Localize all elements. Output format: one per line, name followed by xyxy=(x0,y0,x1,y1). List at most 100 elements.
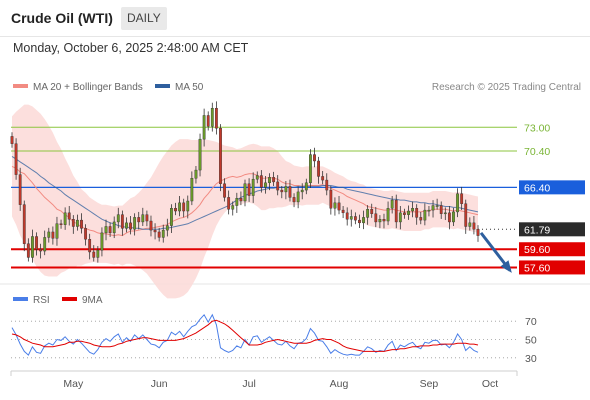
candle-body xyxy=(460,193,464,204)
candle-body xyxy=(345,212,349,220)
x-axis: May Jun Jul Aug Sep Oct xyxy=(63,378,498,390)
candle-body xyxy=(386,208,390,222)
candle xyxy=(476,225,480,242)
ma9-legend-swatch xyxy=(62,297,77,301)
candle-body xyxy=(210,107,214,127)
candle-body xyxy=(337,202,341,211)
candle xyxy=(120,210,124,236)
candle xyxy=(39,243,43,259)
candle-body xyxy=(108,226,112,234)
candle-body xyxy=(313,154,316,162)
candle-body xyxy=(353,216,357,221)
candle xyxy=(22,200,26,252)
candle xyxy=(190,171,194,206)
candle-body xyxy=(63,212,67,225)
candle xyxy=(423,203,427,226)
candle xyxy=(407,205,410,220)
x-tick-aug: Aug xyxy=(330,378,349,390)
level-resistance-1-label: 70.40 xyxy=(524,146,550,158)
candle xyxy=(317,156,320,184)
candle xyxy=(214,101,218,135)
candle-body xyxy=(280,189,284,193)
candle xyxy=(349,209,353,227)
candle-body xyxy=(317,160,320,177)
candle-body xyxy=(76,219,79,227)
level-last-price-3-label-bg xyxy=(519,222,585,237)
candle xyxy=(390,196,394,214)
candle xyxy=(264,175,267,194)
candle xyxy=(174,202,177,216)
candle xyxy=(170,204,173,233)
candle xyxy=(374,206,378,228)
rsi-tick-30: 30 xyxy=(525,353,537,365)
candle-body xyxy=(35,236,38,250)
candle xyxy=(472,216,476,235)
candle xyxy=(296,186,300,209)
candle xyxy=(272,171,276,186)
candle-body xyxy=(272,177,276,183)
candle-body xyxy=(251,178,255,196)
candle-body xyxy=(329,189,333,209)
candle-body xyxy=(321,176,325,181)
candle xyxy=(210,102,214,132)
candle xyxy=(239,191,243,206)
candle xyxy=(18,167,22,211)
candle-body xyxy=(358,219,361,224)
candle xyxy=(55,216,59,246)
candle-body xyxy=(80,219,83,229)
candle-body xyxy=(431,205,435,211)
candle xyxy=(427,206,431,217)
x-tick-jun: Jun xyxy=(151,378,168,390)
candle xyxy=(59,219,63,229)
candle-body xyxy=(341,209,345,214)
candle xyxy=(141,207,145,227)
candle-body xyxy=(439,205,443,214)
candle-body xyxy=(443,212,447,215)
candle-body xyxy=(407,210,410,215)
candle xyxy=(125,217,128,233)
candle xyxy=(321,170,325,185)
candle-body xyxy=(165,225,169,231)
candle xyxy=(26,238,30,262)
candle-body xyxy=(403,212,406,215)
candle-body xyxy=(112,221,116,234)
timeframe-badge[interactable]: DAILY xyxy=(121,7,167,30)
candle xyxy=(108,222,112,237)
candle xyxy=(460,186,464,211)
candle xyxy=(35,232,38,256)
candle-body xyxy=(116,214,120,223)
candle xyxy=(292,193,296,208)
candle xyxy=(206,111,210,131)
candle xyxy=(47,227,51,243)
candle xyxy=(67,206,71,226)
candle xyxy=(71,215,75,234)
candle xyxy=(43,230,47,256)
candle-body xyxy=(366,208,370,218)
candle-body xyxy=(309,154,312,184)
candle xyxy=(276,175,280,196)
research-credit: Research © 2025 Trading Central xyxy=(432,82,581,93)
candle-body xyxy=(31,236,34,258)
candle-body xyxy=(71,219,75,227)
candle-body xyxy=(288,186,292,198)
candle xyxy=(243,179,247,207)
main-legend: MA 20 + Bollinger Bands MA 50 Research ©… xyxy=(13,82,581,93)
candle-body xyxy=(390,199,394,209)
candle xyxy=(411,201,414,218)
candle-body xyxy=(149,220,153,231)
candle xyxy=(255,171,259,184)
candle-body xyxy=(333,202,337,209)
candle-body xyxy=(411,208,414,212)
candle xyxy=(366,205,370,225)
candle-body xyxy=(370,208,374,214)
level-support-5-label-bg xyxy=(519,260,585,275)
candle xyxy=(333,197,337,216)
candle-body xyxy=(137,217,141,223)
candle xyxy=(280,185,284,199)
candle xyxy=(231,201,235,216)
candle xyxy=(88,233,92,260)
candle xyxy=(14,138,18,180)
level-support-4-label: 59.60 xyxy=(524,244,550,256)
candle xyxy=(443,207,447,221)
